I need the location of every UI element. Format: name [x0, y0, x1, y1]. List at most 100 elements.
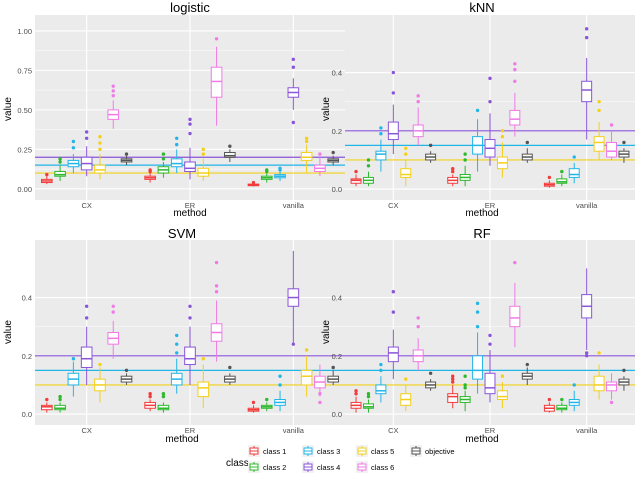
outlier-point: [525, 362, 529, 367]
legend-items: class 1 class 2 class 3 class 4 class 5 class…: [248, 445, 455, 473]
outlier-point: [278, 383, 282, 387]
outlier-point: [111, 304, 115, 308]
outlier-point: [354, 169, 358, 174]
x-tick-label: CX: [388, 426, 398, 435]
outlier-point: [148, 391, 152, 396]
chart-title: RF: [473, 226, 490, 241]
outlier-point: [58, 397, 62, 402]
outlier-point: [84, 304, 89, 308]
legend-label: class 4: [317, 463, 340, 472]
outlier-point: [265, 397, 269, 402]
y-axis-ticks: 0.0 0.2 0.4: [22, 294, 32, 420]
outlier-point: [148, 168, 152, 172]
outlier-point: [58, 394, 62, 399]
box: [484, 372, 496, 395]
outlier-point: [84, 316, 89, 320]
box: [197, 381, 210, 398]
x-tick-label: CX: [81, 426, 91, 435]
box: [94, 164, 106, 174]
outlier-point: [404, 146, 408, 150]
outlier-point: [500, 129, 505, 133]
boxplot-marks: [40, 37, 340, 187]
legend-label: objective: [425, 447, 455, 456]
outlier-point: [451, 169, 455, 174]
outlier-point: [404, 152, 408, 156]
outlier-point: [379, 126, 383, 130]
y-axis-label: value: [3, 97, 14, 121]
outlier-point: [175, 333, 179, 338]
outlier-point: [331, 150, 335, 155]
box: [509, 109, 521, 126]
box: [593, 136, 605, 152]
outlier-point: [463, 386, 467, 390]
outlier-point: [201, 152, 205, 156]
outlier-point: [572, 155, 576, 159]
outlier-point: [463, 374, 467, 378]
legend-label: class 2: [263, 463, 286, 472]
legend-label: class 6: [371, 463, 394, 472]
box: [509, 305, 521, 328]
outlier-point: [622, 368, 626, 373]
outlier-point: [416, 316, 420, 320]
outlier-point: [111, 89, 115, 93]
outlier-point: [98, 362, 102, 367]
outlier-point: [201, 357, 205, 361]
x-axis-ticks: CX ER vanilla: [388, 426, 598, 435]
outlier-point: [318, 400, 322, 405]
outlier-point: [597, 99, 601, 104]
y-axis-ticks: 0.0 0.2 0.4: [332, 69, 342, 195]
panel-svm: SVM value method 0.0 0.2 0.4 CX ER vanil…: [3, 226, 345, 445]
y-tick-label: 0.0: [332, 410, 342, 419]
outlier-point: [366, 158, 371, 162]
outlier-point: [428, 143, 433, 148]
outlier-point: [98, 141, 102, 145]
outlier-point: [318, 391, 322, 396]
outlier-point: [428, 371, 433, 375]
box: [170, 158, 183, 168]
box: [300, 369, 313, 386]
outlier-point: [161, 394, 166, 399]
box: [80, 346, 93, 368]
outlier-point: [475, 108, 480, 113]
y-tick-label: 0.4: [332, 294, 342, 303]
outlier-point: [513, 260, 517, 265]
outlier-point: [488, 76, 492, 81]
outlier-point: [98, 147, 102, 152]
box: [375, 384, 387, 395]
box: [224, 152, 236, 158]
outlier-point: [451, 374, 455, 378]
outlier-point: [475, 301, 480, 306]
outlier-point: [525, 140, 529, 145]
panel-logistic: logistic value method 0.00 0.25 0.50 0.7…: [3, 0, 345, 219]
outlier-point: [451, 166, 455, 171]
box: [210, 66, 223, 98]
outlier-point: [71, 357, 76, 361]
outlier-point: [58, 160, 62, 164]
box: [300, 152, 313, 161]
outlier-point: [416, 94, 420, 98]
outlier-point: [354, 391, 358, 396]
outlier-point: [584, 27, 589, 31]
outlier-point: [84, 130, 89, 134]
outlier-point: [416, 99, 420, 104]
outlier-point: [366, 164, 371, 168]
outlier-point: [228, 365, 232, 370]
outlier-point: [175, 142, 179, 147]
y-tick-label: 0.2: [332, 127, 342, 136]
x-axis-label: method: [165, 434, 198, 445]
outlier-point: [513, 62, 517, 66]
outlier-point: [45, 397, 49, 402]
outlier-point: [111, 93, 115, 98]
boxplot-marks: [40, 250, 340, 413]
outlier-point: [214, 284, 219, 288]
box: [606, 141, 617, 158]
outlier-point: [291, 57, 296, 62]
outlier-point: [560, 169, 564, 174]
outlier-point: [560, 397, 564, 402]
outlier-point: [188, 122, 192, 126]
outlier-point: [366, 391, 371, 396]
y-tick-label: 0.4: [332, 69, 342, 78]
outlier-point: [354, 389, 358, 393]
outlier-point: [475, 324, 480, 329]
